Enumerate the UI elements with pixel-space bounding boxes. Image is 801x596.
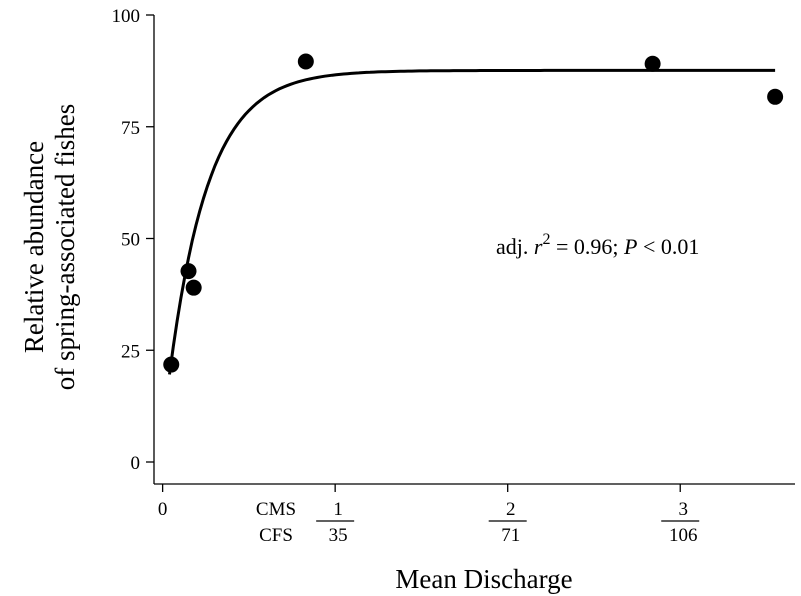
data-point — [180, 263, 197, 280]
y-tick-label: 50 — [121, 230, 140, 251]
y-tick-label: 0 — [131, 453, 141, 474]
x-tick-label-cms: 0 — [158, 499, 168, 520]
y-axis-ticks: 0 25 50 75 100 — [112, 6, 154, 474]
data-point — [767, 88, 784, 105]
fit-curve — [168, 68, 776, 375]
x-tick-label-cfs: 106 — [669, 525, 698, 546]
annotation-prefix: adj. — [496, 234, 534, 259]
data-points — [163, 53, 784, 373]
data-point — [163, 356, 180, 373]
y-axis-title-line-1: Relative abundance — [19, 141, 49, 353]
x-tick-label-cms: 1 — [333, 499, 343, 520]
annotation-suffix: < 0.01 — [637, 234, 699, 259]
x-axis-ticks: 0 1 35 2 71 3 106 — [158, 484, 700, 546]
cms-unit-label: CMS — [256, 499, 296, 520]
data-point — [185, 279, 202, 296]
plot-area: 0 25 50 75 100 0 1 35 2 71 3 106 — [112, 6, 795, 546]
y-tick-label: 100 — [112, 6, 141, 27]
annotation-middle: = 0.96; — [550, 234, 624, 259]
y-axis-title-line-2: of spring-associated fishes — [50, 104, 80, 390]
y-tick-label: 25 — [121, 341, 140, 362]
data-point — [644, 55, 661, 72]
fit-annotation: adj. r2 = 0.96; P < 0.01 — [496, 231, 699, 259]
x-tick-label-cfs: 71 — [501, 525, 520, 546]
annotation-p-symbol: P — [623, 234, 637, 259]
x-tick-label-cms: 2 — [506, 499, 516, 520]
cfs-unit-label: CFS — [259, 525, 293, 546]
data-point — [297, 53, 314, 70]
x-tick-label-cfs: 35 — [329, 525, 348, 546]
y-tick-label: 75 — [121, 118, 140, 139]
unit-labels: CMS CFS — [256, 499, 296, 546]
x-axis-title: Mean Discharge — [395, 564, 572, 594]
y-axis-title: Relative abundance of spring-associated … — [19, 104, 80, 390]
annotation-r-symbol: r — [534, 234, 543, 259]
annotation-exponent: 2 — [542, 231, 550, 248]
x-tick-label-cms: 3 — [678, 499, 688, 520]
